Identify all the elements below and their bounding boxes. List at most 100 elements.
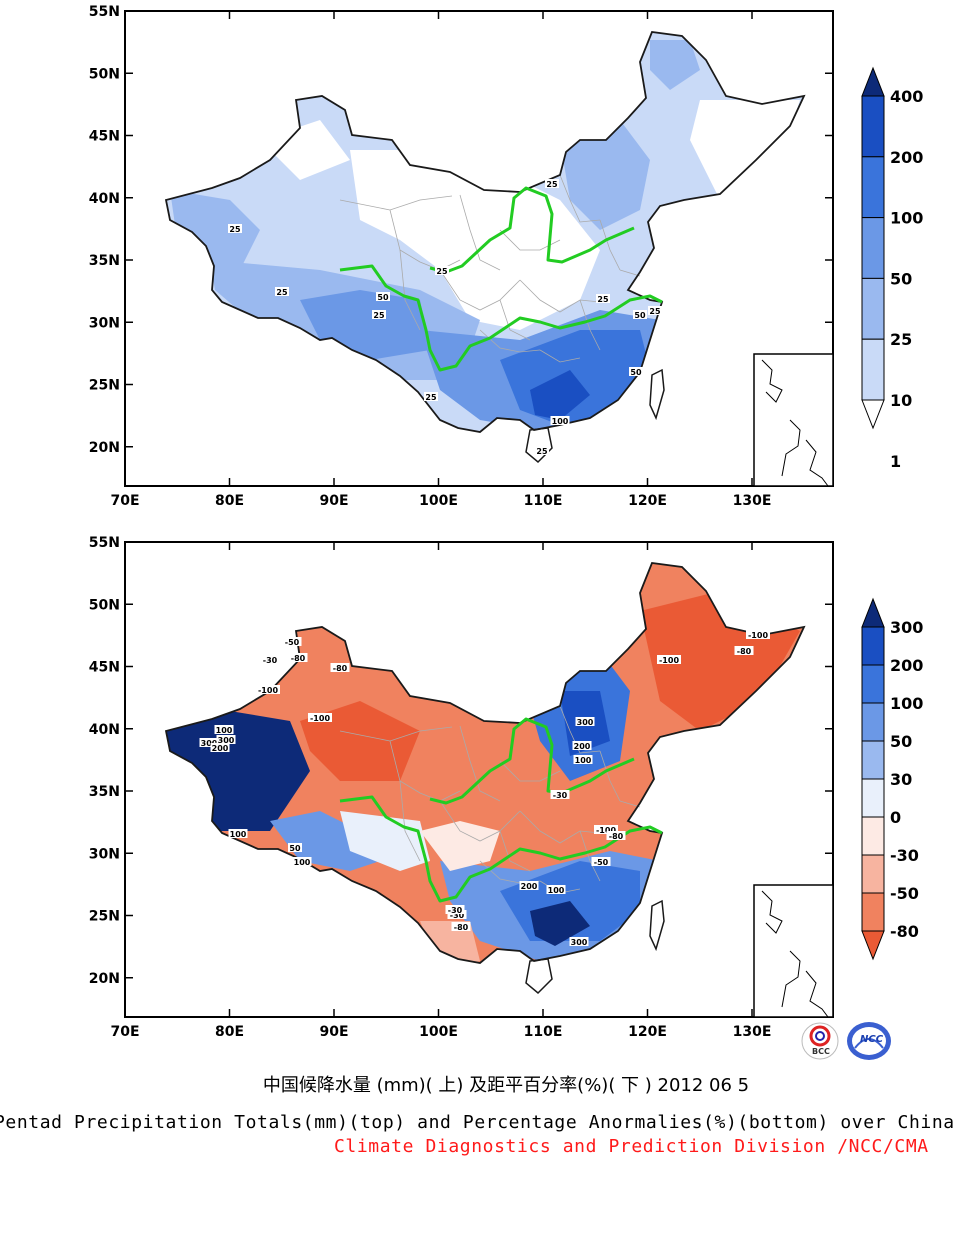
colorbar-label: 0 xyxy=(890,808,901,827)
contour-label-bg xyxy=(545,179,559,188)
province-boundary xyxy=(619,800,641,808)
contour-label: 25 xyxy=(276,288,288,297)
lon-tick-label: 130E xyxy=(733,1024,772,1040)
contour-label-bg xyxy=(288,843,302,852)
contour-label: -100 xyxy=(596,826,616,835)
colorbar-bin xyxy=(861,702,885,742)
contour-label: 300 xyxy=(577,718,594,727)
colorbar-label: 200 xyxy=(890,656,923,675)
contour-label: -100 xyxy=(748,631,768,640)
field-west xyxy=(170,190,260,270)
colorbar-bottom-arrow xyxy=(861,399,885,430)
colorbar-bin xyxy=(861,156,885,219)
contour-label: 100 xyxy=(548,886,565,895)
lat-tick-label: 55N xyxy=(89,535,120,551)
colorbar: 400 200 100 50 25 10 1 xyxy=(861,66,923,471)
contour-label: -80 xyxy=(291,654,306,663)
contour-label: -30 xyxy=(263,656,278,665)
contour-label-bg xyxy=(569,937,589,946)
contour-label-bg xyxy=(606,831,626,840)
colorbar-label: 300 xyxy=(890,618,923,637)
lon-tick-label: 130E xyxy=(733,493,772,509)
contour-label-bg xyxy=(648,306,662,315)
china-border xyxy=(164,562,806,964)
province-boundary xyxy=(339,726,453,742)
contour-label: 50 xyxy=(289,844,301,853)
contour-label: -80 xyxy=(609,832,624,841)
map-panel-top: 55N 50N 45N 40N 35N 30N 25N 20N 70E 80E 90E 100E 110… xyxy=(0,0,960,520)
contour-label: -50 xyxy=(594,858,609,867)
inset-frame xyxy=(753,353,834,487)
colorbar-top-arrow xyxy=(861,66,885,97)
colorbar-label: 100 xyxy=(890,209,923,228)
lon-tick-label: 80E xyxy=(215,493,244,509)
colorbar-label: -30 xyxy=(890,846,919,865)
lon-tick-label: 110E xyxy=(524,493,563,509)
contour-label: 25 xyxy=(597,295,609,304)
rivers xyxy=(339,186,663,372)
lat-tick-label: 40N xyxy=(89,722,120,738)
contour-label: -100 xyxy=(258,686,278,695)
inset-coastline xyxy=(761,359,829,487)
contour-label: -30 xyxy=(450,911,465,920)
taiwan-border xyxy=(649,368,665,421)
contour-label-bg xyxy=(292,857,312,866)
contour-label-bg xyxy=(633,310,647,319)
field-north-china xyxy=(560,120,650,230)
chinese-title: 中国候降水量 (mm)( 上) 及距平百分率(%)( 下 ) 2012 06 5 xyxy=(262,1075,750,1096)
contour-label: -80 xyxy=(454,923,469,932)
contour-label-bg xyxy=(572,741,592,750)
contour-label: 25 xyxy=(229,225,241,234)
field-dry-northeast xyxy=(690,100,800,200)
province-boundary xyxy=(519,810,601,844)
colorbar-bin xyxy=(861,854,885,894)
lon-tick-label: 120E xyxy=(628,1024,667,1040)
contour-label-bg xyxy=(330,663,350,672)
province-boundary xyxy=(599,750,621,802)
contour-label-bg xyxy=(550,790,570,799)
contour-label: 100 xyxy=(552,417,569,426)
contour-label: 100 xyxy=(216,726,233,735)
contour-label-bg xyxy=(199,738,219,747)
lat-tick-label: 30N xyxy=(89,846,120,862)
south-china-sea-inset xyxy=(753,884,834,1018)
contour-label-bg xyxy=(260,655,280,664)
field-south-core xyxy=(530,901,590,946)
colorbar-bin xyxy=(861,892,885,932)
colorbar-label: 50 xyxy=(890,269,912,288)
colorbar-bin xyxy=(861,626,885,666)
major-river xyxy=(429,717,635,805)
contour-label-bg xyxy=(519,881,539,890)
contour-label-bg xyxy=(535,446,549,455)
precipitation-anomaly-map: 55N 50N 45N 40N 35N 30N 25N 20N 70E 80E 90E 100E 110… xyxy=(89,535,924,1040)
contour-label-bg xyxy=(591,857,611,866)
contour-label-bg xyxy=(629,367,643,376)
contour-label: 25 xyxy=(649,307,661,316)
lat-tick-label: 30N xyxy=(89,315,120,331)
province-boundary xyxy=(459,725,501,802)
contour-label-bg xyxy=(216,735,236,744)
colorbar-bin xyxy=(861,95,885,158)
contour-label: -80 xyxy=(737,647,752,656)
lat-tick-label: 20N xyxy=(89,971,120,987)
contour-label-bg xyxy=(573,755,593,764)
bcc-logo-text: BCC xyxy=(812,1047,830,1056)
contour-label-bg xyxy=(734,646,754,655)
province-boundary xyxy=(399,249,421,331)
contour-label-bg xyxy=(594,825,618,834)
bcc-logo xyxy=(801,1022,839,1060)
field-tibet-wet xyxy=(270,811,380,871)
lat-tick-label: 45N xyxy=(89,660,120,676)
colorbar-label: 25 xyxy=(890,330,912,349)
lat-tick-label: 20N xyxy=(89,440,120,456)
province-boundary xyxy=(599,219,621,271)
taiwan-border xyxy=(649,899,665,952)
lon-tick-label: 110E xyxy=(524,1024,563,1040)
contour-label: 25 xyxy=(436,267,448,276)
colorbar-label: 400 xyxy=(890,87,923,106)
province-boundary xyxy=(459,194,501,271)
field-dry-north xyxy=(350,150,600,330)
lon-tick-label: 70E xyxy=(110,1024,139,1040)
inset-frame xyxy=(753,884,834,1018)
